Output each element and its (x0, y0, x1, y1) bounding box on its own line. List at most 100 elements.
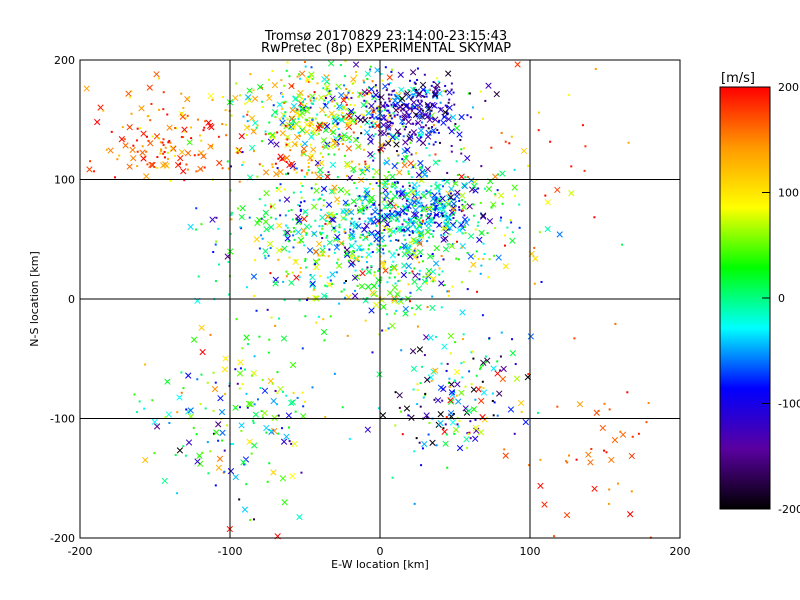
scatter-x-point (449, 419, 457, 426)
scatter-x-point (139, 149, 146, 156)
scatter-x-point (83, 85, 90, 92)
scatter-dot-point (343, 97, 346, 100)
scatter-dot-point (390, 105, 393, 108)
scatter-dot-point (348, 89, 351, 92)
scatter-dot-point (356, 284, 359, 287)
scatter-x-point (493, 90, 500, 98)
scatter-x-point (266, 94, 273, 102)
scatter-dot-point (396, 218, 399, 221)
scatter-x-point (440, 236, 447, 243)
scatter-dot-point (312, 97, 315, 100)
scatter-dot-point (500, 131, 503, 134)
scatter-dot-point (438, 190, 441, 193)
scatter-x-point (165, 411, 172, 418)
colorbar-tick-label: 0 (778, 292, 785, 305)
scatter-x-point (429, 304, 436, 312)
scatter-dot-point (377, 407, 380, 410)
scatter-dot-point (161, 141, 164, 144)
scatter-x-point (429, 195, 437, 203)
scatter-dot-point (619, 430, 622, 433)
scatter-dot-point (303, 400, 306, 403)
scatter-x-point (472, 424, 479, 432)
scatter-dot-point (477, 187, 480, 190)
scatter-dot-point (303, 200, 306, 203)
scatter-dot-point (347, 91, 350, 94)
scatter-x-point (385, 122, 392, 129)
scatter-x-point (383, 213, 391, 220)
scatter-x-point (253, 236, 260, 243)
scatter-dot-point (136, 150, 139, 153)
scatter-dot-point (455, 394, 458, 397)
scatter-x-point (350, 198, 358, 205)
scatter-x-point (399, 207, 407, 215)
scatter-dot-point (270, 114, 273, 117)
scatter-dot-point (477, 221, 480, 224)
scatter-dot-point (390, 68, 393, 71)
scatter-x-point (447, 409, 455, 417)
scatter-dot-point (513, 432, 516, 435)
scatter-x-point (215, 421, 222, 428)
scatter-x-point (383, 193, 390, 200)
scatter-dot-point (305, 79, 308, 82)
scatter-x-point (164, 378, 171, 385)
scatter-dot-point (511, 231, 514, 234)
scatter-dot-point (318, 129, 321, 132)
scatter-dot-point (371, 125, 374, 128)
scatter-dot-point (256, 124, 259, 127)
scatter-dot-point (409, 291, 412, 294)
scatter-x-point (303, 121, 311, 128)
scatter-dot-point (389, 239, 392, 242)
scatter-dot-point (321, 145, 324, 148)
scatter-x-point (281, 499, 288, 506)
scatter-dot-point (393, 115, 396, 118)
scatter-dot-point (238, 498, 241, 501)
scatter-dot-point (403, 230, 406, 233)
scatter-dot-point (224, 393, 227, 396)
scatter-x-point (398, 190, 405, 197)
scatter-dot-point (397, 132, 400, 135)
scatter-dot-point (371, 187, 374, 190)
scatter-dot-point (343, 84, 346, 87)
scatter-dot-point (369, 205, 372, 208)
scatter-dot-point (393, 89, 396, 92)
scatter-dot-point (375, 294, 378, 297)
scatter-x-point (563, 511, 571, 519)
scatter-dot-point (416, 325, 419, 328)
scatter-dot-point (443, 179, 446, 182)
scatter-dot-point (309, 106, 312, 109)
scatter-dot-point (454, 341, 457, 344)
scatter-dot-point (363, 170, 366, 173)
scatter-x-point (283, 154, 291, 162)
scatter-x-point (374, 67, 381, 74)
scatter-dot-point (239, 367, 242, 370)
scatter-dot-point (139, 127, 142, 130)
scatter-dot-point (307, 80, 310, 83)
scatter-x-point (544, 199, 551, 206)
scatter-dot-point (151, 399, 154, 402)
scatter-dot-point (239, 94, 242, 97)
scatter-x-point (453, 368, 461, 376)
scatter-dot-point (397, 220, 400, 223)
scatter-dot-point (173, 154, 176, 157)
scatter-x-point (279, 475, 287, 482)
scatter-x-point (277, 168, 284, 176)
scatter-dot-point (164, 416, 167, 419)
scatter-x-point (216, 159, 223, 167)
scatter-dot-point (369, 65, 372, 68)
scatter-dot-point (369, 116, 372, 119)
scatter-x-point (238, 133, 245, 140)
scatter-dot-point (238, 387, 241, 390)
scatter-dot-point (469, 116, 472, 119)
scatter-dot-point (484, 361, 487, 364)
scatter-dot-point (223, 449, 226, 452)
scatter-dot-point (621, 243, 624, 246)
scatter-x-point (153, 71, 160, 78)
scatter-dot-point (390, 220, 393, 223)
scatter-dot-point (389, 190, 392, 193)
scatter-dot-point (387, 83, 390, 86)
scatter-dot-point (410, 199, 413, 202)
scatter-dot-point (217, 263, 220, 266)
scatter-x-point (170, 145, 177, 152)
scatter-dot-point (460, 246, 463, 249)
